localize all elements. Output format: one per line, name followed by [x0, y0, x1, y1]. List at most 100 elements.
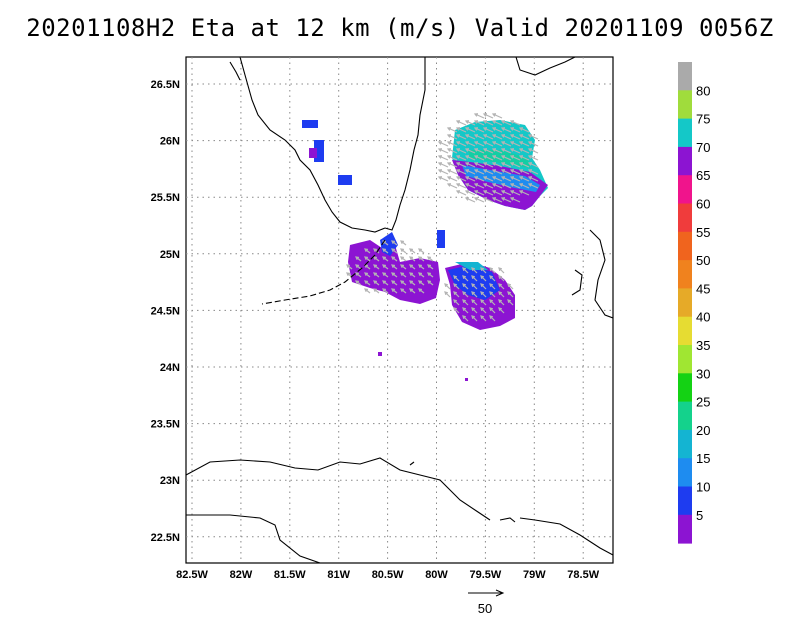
- wind-vector: [409, 264, 416, 270]
- wind-vector: [518, 162, 530, 168]
- wind-vector: [418, 272, 425, 278]
- wind-vector: [464, 120, 476, 126]
- wind-vector: [473, 176, 485, 182]
- wind-vector: [444, 291, 451, 298]
- wind-vector: [462, 283, 469, 290]
- wind-vector: [527, 169, 539, 175]
- wind-vector: [473, 155, 485, 161]
- wind-vector: [500, 162, 512, 168]
- wind-vector: [480, 291, 487, 298]
- scale-vector: 50: [468, 589, 505, 616]
- wind-vector: [518, 155, 530, 161]
- lat-label: 26.5N: [151, 79, 180, 91]
- wind-vector: [455, 127, 467, 133]
- wind-vector: [509, 141, 521, 147]
- wind-vector: [455, 134, 467, 140]
- wind-vector: [464, 183, 476, 189]
- wind-vector: [446, 127, 458, 133]
- wind-vector: [491, 197, 503, 203]
- wind-vector: [391, 272, 398, 278]
- wind-vector: [418, 256, 425, 262]
- wind-vector: [462, 275, 469, 282]
- wind-vector: [509, 183, 521, 189]
- wind-vector: [418, 264, 425, 270]
- wind-vector: [491, 190, 503, 196]
- wind-vector: [455, 141, 467, 147]
- colorbar-segment: [678, 203, 692, 233]
- wind-vector: [462, 307, 469, 314]
- colorbar-segment: [678, 458, 692, 487]
- wind-vector: [489, 267, 496, 274]
- wind-vector: [509, 169, 521, 175]
- wind-vector: [409, 248, 416, 254]
- wind-vector: [527, 148, 539, 154]
- wind-vector: [482, 190, 494, 196]
- wind-vector: [391, 240, 398, 246]
- wind-vector: [473, 183, 485, 189]
- wind-vector: [382, 264, 389, 270]
- wind-vector: [498, 299, 505, 306]
- lon-label: 78.5W: [567, 569, 599, 581]
- colorbar-label: 45: [696, 281, 710, 296]
- wind-vector: [455, 183, 467, 189]
- colorbar-label: 65: [696, 168, 710, 183]
- wind-vector: [373, 248, 380, 254]
- lon-label: 79W: [523, 569, 546, 581]
- chart-title: 20201108H2 Eta at 12 km (m/s) Valid 2020…: [26, 14, 774, 42]
- wind-vector: [489, 299, 496, 306]
- wind-vector: [471, 291, 478, 298]
- wind-vector: [473, 141, 485, 147]
- wind-vector: [507, 283, 514, 290]
- wind-vector: [518, 190, 530, 196]
- wind-vector: [482, 176, 494, 182]
- lon-label: 80W: [425, 569, 448, 581]
- wind-vector: [453, 275, 460, 282]
- wind-vector: [455, 155, 467, 161]
- wind-vector: [489, 315, 496, 322]
- wind-vector: [527, 176, 539, 182]
- wind-vector: [500, 134, 512, 140]
- wind-vector: [482, 127, 494, 133]
- wind-vector: [464, 127, 476, 133]
- wind-vector: [500, 197, 512, 203]
- colorbar-label: 30: [696, 366, 710, 381]
- wind-vector: [482, 113, 494, 119]
- wind-vector: [509, 134, 521, 140]
- wind-vector: [409, 256, 416, 262]
- wind-vector: [446, 155, 458, 161]
- lon-label: 81W: [327, 569, 350, 581]
- wind-vector: [400, 240, 407, 246]
- wind-vector: [364, 272, 371, 278]
- lat-label: 23N: [160, 475, 180, 487]
- wind-vector: [482, 162, 494, 168]
- colorbar-label: 75: [696, 112, 710, 127]
- wind-vector: [446, 141, 458, 147]
- wind-vector: [471, 267, 478, 274]
- wind-vector: [500, 169, 512, 175]
- wind-vector: [455, 162, 467, 168]
- wind-vector: [507, 291, 514, 298]
- wind-vector: [509, 148, 521, 154]
- wind-vector: [455, 148, 467, 154]
- wind-vector: [373, 280, 380, 286]
- wind-vector: [518, 127, 530, 133]
- wind-vector: [518, 176, 530, 182]
- wind-vector: [364, 280, 371, 286]
- wind-vector: [482, 141, 494, 147]
- wind-vector: [518, 148, 530, 154]
- wind-vector: [498, 283, 505, 290]
- colorbar-segment: [678, 90, 692, 120]
- lon-label: 82W: [230, 569, 253, 581]
- wind-vector: [464, 176, 476, 182]
- wind-vector: [527, 134, 539, 140]
- wind-vector: [437, 169, 449, 175]
- wind-vector: [480, 307, 487, 314]
- wind-vector: [364, 248, 371, 254]
- wind-vector: [500, 183, 512, 189]
- colorbar-label: 50: [696, 253, 710, 268]
- wind-vector: [391, 264, 398, 270]
- wind-vector: [482, 197, 494, 203]
- wind-vector: [464, 134, 476, 140]
- wind-vector: [527, 162, 539, 168]
- wind-vector: [437, 148, 449, 154]
